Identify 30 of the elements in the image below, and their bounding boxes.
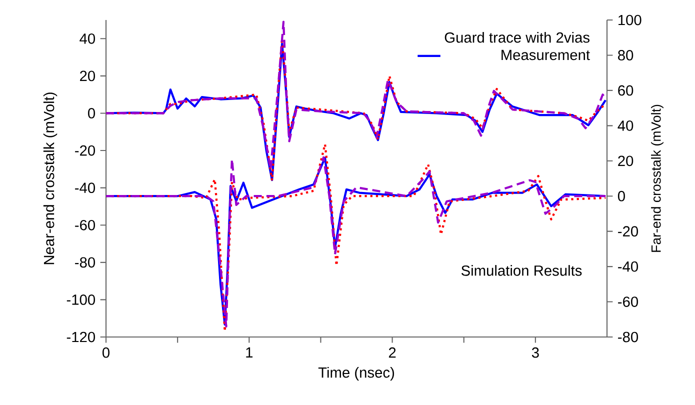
y2-tick-label: 100	[618, 14, 642, 26]
y-tick-label: -40	[75, 182, 96, 194]
y2-tick-label: -20	[618, 226, 638, 237]
x-tick-label: 0	[102, 347, 110, 358]
legend-title: Guard trace with 2vias	[444, 32, 590, 43]
text: Measurement	[502, 50, 590, 60]
x-axis-title: Time (nsec)	[318, 366, 394, 381]
y-tick-label: -80	[75, 257, 96, 268]
y-tick-label: 40	[80, 33, 96, 44]
x-tick-label: 2	[388, 347, 396, 358]
y-tick-label: 0	[88, 108, 96, 118]
y2-axis-title: Far-end crosstalk (mVolt)	[651, 104, 664, 252]
y-tick-label: -60	[75, 220, 96, 230]
y2-tick-label: -80	[618, 332, 638, 342]
x-tick-label: 1	[246, 347, 253, 358]
y2-tick-label: -60	[618, 296, 638, 307]
y2-tick-label: 40	[618, 120, 634, 131]
annotation: Simulation Results	[461, 265, 582, 276]
y2-tick-label: 20	[618, 156, 634, 166]
line-series	[106, 20, 607, 170]
y-axis-title: Near-end crosstalk (mVolt)	[43, 92, 58, 264]
y-tick-label: -20	[75, 145, 96, 156]
y-tick-label: -120	[66, 332, 96, 342]
y2-tick-label: 60	[618, 85, 634, 96]
y2-tick-label: -40	[618, 261, 638, 272]
y-tick-label: 20	[80, 70, 96, 82]
y-tick-label: -100	[66, 294, 96, 305]
x-tick-label: 3	[532, 347, 539, 358]
y2-tick-label: 0	[618, 190, 625, 202]
y2-tick-label: 80	[618, 50, 634, 60]
